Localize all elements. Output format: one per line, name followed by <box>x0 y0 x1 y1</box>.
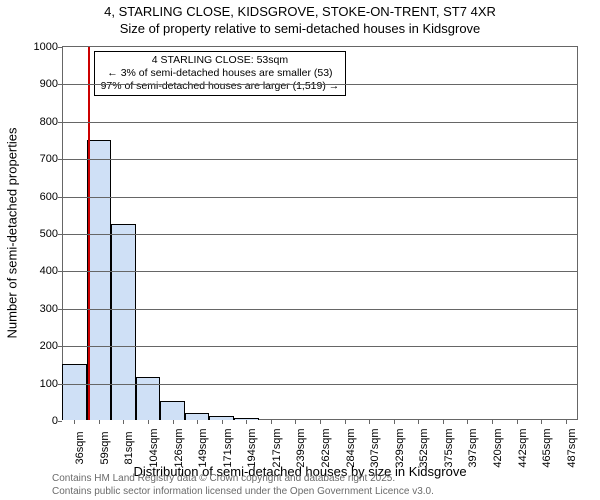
annotation-line2: ← 3% of semi-detached houses are smaller… <box>101 67 340 80</box>
grid-line <box>62 234 577 235</box>
y-tick-mark <box>58 122 62 123</box>
grid-line <box>62 271 577 272</box>
annotation-box: 4 STARLING CLOSE: 53sqm ← 3% of semi-det… <box>94 51 347 96</box>
histogram-bar <box>111 224 136 420</box>
annotation-line1: 4 STARLING CLOSE: 53sqm <box>101 54 340 67</box>
figure-container: 4, STARLING CLOSE, KIDSGROVE, STOKE-ON-T… <box>0 0 600 500</box>
grid-line <box>62 384 577 385</box>
chart-title: 4, STARLING CLOSE, KIDSGROVE, STOKE-ON-T… <box>0 0 600 38</box>
grid-line <box>62 197 577 198</box>
histogram-bar <box>87 140 112 421</box>
y-tick-label: 200 <box>40 340 58 352</box>
title-line2: Size of property relative to semi-detach… <box>0 21 600 38</box>
y-tick-mark <box>58 346 62 347</box>
y-tick-label: 300 <box>40 303 58 315</box>
y-tick-mark <box>58 384 62 385</box>
grid-line <box>62 122 577 123</box>
footer-attribution: Contains HM Land Registry data © Crown c… <box>52 473 434 498</box>
grid-line <box>62 84 577 85</box>
title-line1: 4, STARLING CLOSE, KIDSGROVE, STOKE-ON-T… <box>0 4 600 21</box>
x-axis-label: Distribution of semi-detached houses by … <box>0 420 600 479</box>
histogram-bar <box>62 364 87 420</box>
y-tick-mark <box>58 309 62 310</box>
y-tick-label: 1000 <box>34 41 58 53</box>
plot-area: Number of semi-detached properties 4 STA… <box>62 46 578 420</box>
histogram-bar <box>160 401 185 420</box>
y-tick-label: 400 <box>40 265 58 277</box>
grid-line <box>62 159 577 160</box>
y-tick-label: 900 <box>40 78 58 90</box>
y-tick-mark <box>58 271 62 272</box>
y-tick-mark <box>58 47 62 48</box>
annotation-line3: 97% of semi-detached houses are larger (… <box>101 80 340 93</box>
y-tick-mark <box>58 84 62 85</box>
y-tick-label: 700 <box>40 153 58 165</box>
y-tick-mark <box>58 197 62 198</box>
y-axis-label: Number of semi-detached properties <box>5 128 20 339</box>
plot-rect: 4 STARLING CLOSE: 53sqm ← 3% of semi-det… <box>62 46 578 420</box>
grid-line <box>62 346 577 347</box>
footer-line2: Contains public sector information licen… <box>52 486 434 499</box>
histogram-bar <box>185 413 210 420</box>
y-tick-label: 600 <box>40 191 58 203</box>
y-tick-mark <box>58 234 62 235</box>
grid-line <box>62 309 577 310</box>
y-tick-label: 500 <box>40 228 58 240</box>
footer-line1: Contains HM Land Registry data © Crown c… <box>52 473 434 486</box>
y-tick-mark <box>58 159 62 160</box>
y-tick-label: 100 <box>40 378 58 390</box>
y-tick-label: 800 <box>40 116 58 128</box>
